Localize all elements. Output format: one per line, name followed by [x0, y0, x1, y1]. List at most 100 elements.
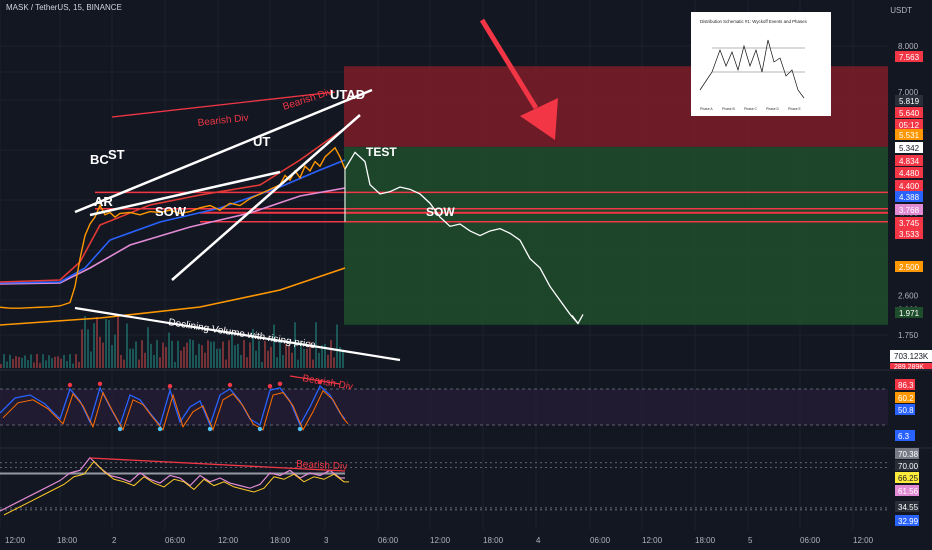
- x-tick-label: 06:00: [378, 536, 399, 545]
- x-tick-label: 12:00: [218, 536, 239, 545]
- volume-bar: [342, 350, 344, 368]
- oversold-dot: [257, 426, 263, 432]
- x-tick-label: 06:00: [800, 536, 821, 545]
- volume-bar: [297, 359, 299, 368]
- volume-bar: [273, 324, 275, 368]
- rsi-tag-text: 70.00: [898, 462, 919, 471]
- volume-bar: [324, 343, 326, 368]
- volume-bar: [144, 352, 146, 368]
- volume-bar: [303, 348, 305, 368]
- volume-bar: [87, 329, 89, 368]
- price-tag-text: 5.342: [899, 144, 920, 153]
- volume-bar: [333, 357, 335, 368]
- rsi-tag: [895, 460, 919, 471]
- volume-bar: [96, 317, 98, 368]
- overbought-dot: [227, 382, 233, 388]
- wyckoff-label: UT: [253, 134, 270, 149]
- volume-tag-2: [890, 363, 932, 369]
- volume-bar: [189, 339, 191, 368]
- price-tag-text: 4.834: [899, 157, 920, 166]
- volume-bar: [54, 356, 56, 368]
- volume-bar: [219, 348, 221, 368]
- volume-bar: [246, 357, 248, 368]
- x-tick-label: 12:00: [5, 536, 26, 545]
- projection-path: [344, 151, 584, 325]
- volume-bar: [216, 348, 218, 368]
- rsi-tag: [895, 448, 919, 459]
- rsi-signal-line: [3, 460, 349, 516]
- price-tag-text: 2.500: [899, 263, 920, 272]
- oversold-dot: [157, 426, 163, 432]
- volume-bar: [327, 354, 329, 368]
- overbought-dot: [267, 384, 273, 389]
- overbought-dot: [97, 381, 103, 386]
- volume-bar: [243, 340, 245, 368]
- volume-bar: [9, 354, 11, 368]
- volume-bar: [66, 361, 68, 368]
- volume-bar: [168, 332, 170, 368]
- volume-bar: [195, 355, 197, 368]
- x-tick-label: 2: [112, 536, 117, 545]
- volume-bar: [60, 358, 62, 368]
- volume-bar: [294, 322, 296, 368]
- volume-bar: [165, 346, 167, 368]
- rsi-panel: Bearish Div: [0, 456, 888, 516]
- volume-bar: [279, 340, 281, 368]
- stoch-k-line: [0, 384, 346, 427]
- inset-background: [691, 12, 831, 116]
- rsi-tag: [895, 472, 919, 483]
- volume-bar: [282, 355, 284, 368]
- volume-bar: [300, 341, 302, 368]
- arrow-head-icon: [520, 98, 558, 140]
- ema-orange-line: [0, 267, 346, 326]
- volume-bar: [213, 341, 215, 368]
- volume-bar: [207, 340, 209, 368]
- volume-bar: [231, 334, 233, 368]
- volume-bar: [171, 340, 173, 368]
- volume-bar: [111, 345, 113, 368]
- lower-trendline: [89, 170, 281, 217]
- rsi-div-line: [89, 457, 346, 472]
- stoch-tag-text: 86.3: [898, 381, 914, 390]
- volume-bar: [237, 343, 239, 368]
- volume-bar: [18, 357, 20, 368]
- wyckoff-label: UTAD: [330, 87, 365, 102]
- volume-bar: [6, 361, 8, 368]
- horizontal-levels: [95, 191, 888, 223]
- volume-bar: [78, 361, 80, 368]
- volume-tag-2-text: 289.289K: [894, 364, 924, 371]
- bearish-div-line: [111, 91, 336, 118]
- time-axis: 12:00 18:00 2 06:00 12:00 18:00 3 06:00 12:00 18:…: [5, 536, 874, 545]
- volume-bar: [225, 359, 227, 368]
- price-tag-text: 3.768: [899, 206, 920, 215]
- unused-curve: [0, 247, 345, 282]
- volume-bar: [174, 361, 176, 368]
- ema-pink-line: [0, 187, 346, 285]
- oversold-dot: [297, 426, 303, 432]
- wyckoff-inset: Distribution Schematic #1: Wyckoff Event…: [691, 12, 831, 116]
- arrow-shaft: [479, 18, 539, 110]
- wyckoff-label: SOW: [155, 204, 187, 219]
- x-tick-label: 4: [536, 536, 541, 545]
- rsi-tag: [895, 501, 919, 512]
- quote-currency: USDT: [890, 6, 912, 15]
- volume-bar: [312, 359, 314, 368]
- volume-bar: [147, 327, 149, 368]
- price-tag-text: 3.745: [899, 219, 920, 228]
- stoch-tag-text: 6.3: [898, 432, 910, 441]
- volume-bar: [42, 354, 44, 368]
- symbol-title[interactable]: MASK / TetherUS, 15, BINANCE: [6, 3, 122, 12]
- volume-bar: [291, 352, 293, 368]
- volume-bar: [99, 336, 101, 368]
- volume-bar: [138, 359, 140, 368]
- volume-bar: [177, 340, 179, 368]
- volume-bar: [48, 355, 50, 368]
- overbought-dot: [277, 381, 283, 386]
- x-tick-label: 06:00: [165, 536, 186, 545]
- volume-bars: [0, 316, 344, 368]
- price-tag: [895, 167, 923, 178]
- volume-bar: [12, 359, 14, 368]
- rsi-tag-text: 70.38: [898, 450, 919, 459]
- y-tick-label: 7.000: [898, 88, 919, 97]
